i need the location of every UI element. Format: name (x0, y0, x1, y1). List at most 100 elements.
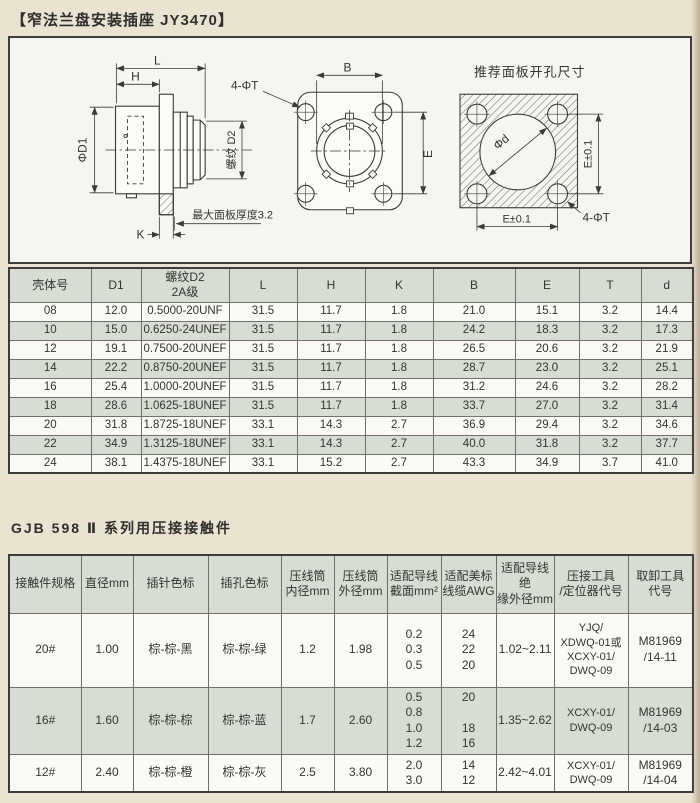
table-cell: 34.6 (640, 415, 694, 436)
table-cell: 08 (8, 301, 92, 322)
table-cell: 棕-棕-橙 (132, 753, 209, 793)
column-header: B (432, 267, 516, 303)
table-cell: M81969 /14-03 (627, 686, 694, 755)
table-cell: 25.4 (90, 377, 142, 398)
table-cell: 18.3 (514, 320, 580, 341)
dim-L-label: L (154, 53, 161, 67)
table-cell: 18 (8, 396, 92, 417)
side-view-outline (114, 93, 206, 216)
table-cell: 1.8 (364, 320, 434, 341)
table-cell: 12 (8, 339, 92, 360)
panel-cutout-title: 推荐面板开孔尺寸 (474, 64, 585, 79)
table-cell: 37.7 (640, 434, 694, 455)
table-row: 10 15.0 0.6250-24UNEF 31.5 11.7 1.8 24.2 18.3 3.… (8, 320, 694, 341)
table-cell: XCXY-01/ DWQ-09 (553, 686, 629, 755)
table-cell: 20 (8, 415, 92, 436)
table-cell: 1.8 (364, 377, 434, 398)
table-cell: 24 (8, 453, 92, 474)
table-cell: 28.7 (432, 358, 516, 379)
table-cell: 0.5 0.8 1.0 1.2 (386, 686, 442, 755)
table-cell: 20 18 16 (440, 686, 497, 755)
table-row: 14 22.2 0.8750-20UNEF 31.5 11.7 1.8 28.7 23.0 3.… (8, 358, 694, 379)
table-cell: 21.0 (432, 301, 516, 322)
column-header: H (296, 267, 366, 303)
table-cell: M81969 /14-11 (627, 612, 694, 688)
technical-drawings: L H ΦD1 螺纹 D2 最大面板厚度3.2 K (76, 53, 611, 241)
table-cell: 0.2 0.3 0.5 (386, 612, 442, 688)
table-cell: 2.5 (280, 753, 335, 793)
table-cell: 14.4 (640, 301, 694, 322)
table-cell: 2.7 (364, 434, 434, 455)
table-cell: 棕-棕-棕 (132, 686, 209, 755)
table-cell: 31.2 (432, 377, 516, 398)
column-header: T (578, 267, 642, 303)
table-cell: 3.2 (578, 320, 642, 341)
table-row: 18 28.6 1.0625-18UNEF 31.5 11.7 1.8 33.7 27.0 3.… (8, 396, 694, 417)
dim-E01-horizontal-label: E±0.1 (503, 214, 532, 226)
table-cell: 0.6250-24UNEF (140, 320, 230, 341)
table-cell: 28.2 (640, 377, 694, 398)
table-cell: 1.2 (280, 612, 335, 688)
table-cell: 34.9 (90, 434, 142, 455)
column-header: 适配导线 截面mm² (386, 554, 442, 614)
table-cell: 1.35~2.62 (495, 686, 555, 755)
table-cell: 41.0 (640, 453, 694, 474)
table-cell: 3.2 (578, 301, 642, 322)
column-header: 压线筒 内径mm (280, 554, 335, 614)
table-cell: 1.02~2.11 (495, 612, 555, 688)
table-cell: 棕-棕-绿 (207, 612, 282, 688)
header-row: 接触件规格 直径mm 插针色标 插孔色标 压线筒 内径mm 压线筒 外径mm 适配导线 截面… (8, 554, 694, 614)
table-cell: 21.9 (640, 339, 694, 360)
table-cell: 43.3 (432, 453, 516, 474)
table-cell: 1.4375-18UNEF (140, 453, 230, 474)
table-cell: 3.2 (578, 434, 642, 455)
table-cell: 10 (8, 320, 92, 341)
table-cell: 1.8725-18UNEF (140, 415, 230, 436)
dim-B-label: B (344, 60, 352, 74)
thread-d2-label: 螺纹 D2 (224, 131, 238, 170)
table-cell: YJQ/ XDWQ-01或 XCXY-01/ DWQ-09 (553, 612, 629, 688)
table-cell: 0.7500-20UNEF (140, 339, 230, 360)
table-cell: 2.42~4.01 (495, 753, 555, 793)
table-cell: 1.00 (80, 612, 134, 688)
table-cell: 15.1 (514, 301, 580, 322)
table-cell: 1.3125-18UNEF (140, 434, 230, 455)
table-cell: 33.7 (432, 396, 516, 417)
dim-E01-vertical-label: E±0.1 (582, 140, 594, 169)
table-cell: 27.0 (514, 396, 580, 417)
column-header: 螺纹D2 2A级 (140, 267, 230, 303)
table-row: 20# 1.00 棕-棕-黑 棕-棕-绿 1.2 1.98 0.2 0.3 0.5 24 22… (8, 612, 694, 688)
contact-table-header: 接触件规格 直径mm 插针色标 插孔色标 压线筒 内径mm 压线筒 外径mm 适配导线 截面… (8, 554, 694, 614)
table-cell: M81969 /14-04 (627, 753, 694, 793)
table-cell: 0.5000-20UNF (140, 301, 230, 322)
table-cell: 3.80 (333, 753, 388, 793)
table-row: 12# 2.40 棕-棕-橙 棕-棕-灰 2.5 3.80 2.0 3.0 14 12 2.42… (8, 753, 694, 793)
table-cell: 12.0 (90, 301, 142, 322)
table-cell: 11.7 (296, 396, 366, 417)
table-cell: 15.0 (90, 320, 142, 341)
table-cell: 1.60 (80, 686, 134, 755)
dim-E-label: E (421, 150, 435, 158)
table-cell: 24.2 (432, 320, 516, 341)
table-cell: 1.98 (333, 612, 388, 688)
four-phi-t-cutout-label: 4-ΦT (582, 211, 610, 225)
table-cell: 11.7 (296, 358, 366, 379)
table-row: 08 12.0 0.5000-20UNF 31.5 11.7 1.8 21.0 15.1 3.2… (8, 301, 694, 322)
table-cell: 11.7 (296, 320, 366, 341)
side-view-dimensions (89, 63, 261, 239)
table-cell: 11.7 (296, 377, 366, 398)
table-cell: 棕-棕-蓝 (207, 686, 282, 755)
column-header: 适配美标 线缆AWG (440, 554, 497, 614)
four-phi-t-front-label: 4-ΦT (231, 78, 259, 92)
section-title: GJB 598 Ⅱ 系列用压接接触件 (11, 520, 233, 536)
table-cell: 12# (8, 753, 82, 793)
table-cell: 17.3 (640, 320, 694, 341)
table-cell: 14 (8, 358, 92, 379)
table-cell: 3.2 (578, 358, 642, 379)
column-header: d (640, 267, 694, 303)
column-header: 压线筒 外径mm (333, 554, 388, 614)
table-row: 16 25.4 1.0000-20UNEF 31.5 11.7 1.8 31.2 24.6 3.… (8, 377, 694, 398)
table-cell: 40.0 (432, 434, 516, 455)
